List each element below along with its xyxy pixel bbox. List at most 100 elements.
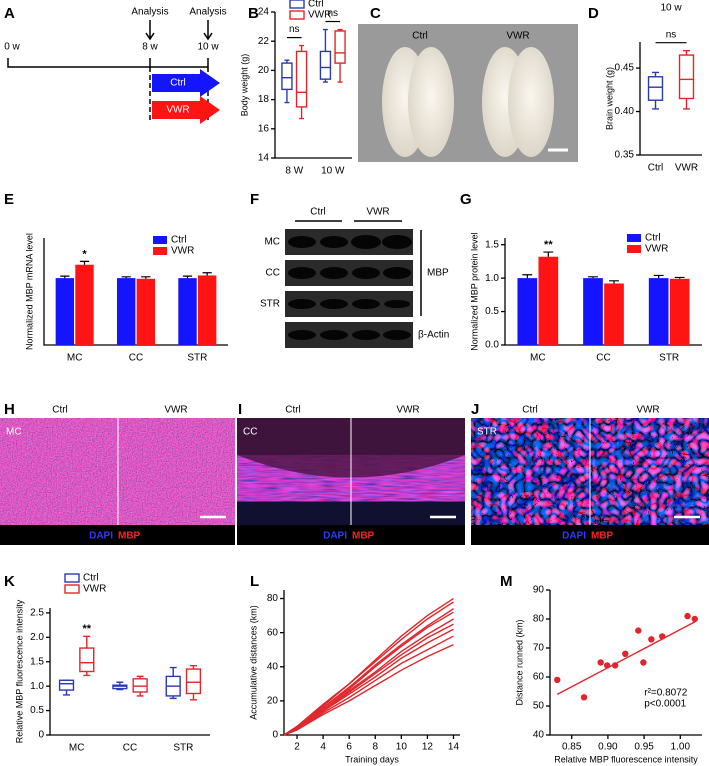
bar	[583, 278, 603, 345]
x-tick-label: 4	[320, 742, 326, 753]
panel-f: F Ctrl VWR MC CC STR β-Actin MBP	[250, 191, 449, 348]
y-tick-label: 60	[533, 672, 545, 683]
point	[554, 676, 561, 684]
error-bar	[79, 260, 90, 265]
error-bar	[202, 272, 212, 276]
band	[384, 300, 410, 308]
y-axis-label: Normalized MBP mRNA level	[24, 233, 34, 350]
y-tick-label: 2.5	[30, 608, 44, 619]
box	[647, 76, 664, 101]
error-bar	[543, 251, 554, 257]
row-label: CC	[266, 268, 280, 279]
x-tick-label: 8 W	[285, 166, 303, 177]
point	[603, 662, 611, 669]
legend-label: VWR	[171, 246, 194, 257]
whisker-high	[136, 675, 144, 679]
x-tick-label: 12	[422, 742, 434, 753]
legend-label: VWR	[645, 244, 668, 255]
time-label: 0 w	[4, 42, 20, 53]
band	[320, 236, 348, 248]
whisker-high	[322, 28, 328, 52]
group-arrow	[152, 96, 220, 124]
significance-label: **	[83, 623, 92, 635]
y-axis-label: Normalized MBP protein level	[469, 232, 479, 350]
legend-label: Ctrl	[308, 0, 324, 10]
y-tick-label: 24	[258, 7, 270, 18]
y-tick-label: 2.0	[30, 632, 44, 643]
panel-label: M	[500, 573, 513, 590]
significance-label: ns	[327, 8, 338, 19]
box	[295, 50, 308, 108]
stat-label: p<0.0001	[644, 699, 686, 710]
panel-label: H	[4, 401, 15, 418]
legend-swatch	[153, 236, 167, 244]
band	[320, 330, 348, 340]
band	[288, 236, 316, 248]
whisker-high	[683, 49, 690, 56]
y-tick-label: 0.5	[485, 306, 499, 317]
y-axis-label: Brain weight (g)	[604, 67, 614, 130]
box	[58, 679, 75, 691]
legend-swatch	[153, 247, 167, 255]
axis-line	[549, 590, 702, 736]
x-axis-label: Training days	[345, 754, 399, 764]
timeline-axis	[7, 58, 209, 68]
y-tick-label: 90	[533, 585, 545, 596]
bar	[75, 264, 94, 345]
point	[691, 615, 698, 623]
band	[383, 330, 411, 340]
legend-label: VWR	[308, 10, 331, 21]
fit-line	[556, 621, 696, 696]
band	[352, 330, 380, 340]
y-axis-label: Distance runned (km)	[514, 619, 524, 705]
x-tick-label: 2	[294, 742, 300, 753]
series-line	[283, 601, 454, 736]
legend-swatch	[64, 584, 80, 594]
x-tick-label: Ctrl	[648, 163, 664, 174]
significance-label: ns	[666, 29, 677, 40]
bar	[604, 283, 624, 345]
band	[288, 267, 316, 279]
whisker-high	[299, 44, 305, 52]
legend-swatch	[64, 573, 80, 583]
whisker-high	[284, 59, 290, 64]
box	[281, 62, 293, 91]
axis-line	[43, 238, 228, 346]
x-tick-label: 6	[346, 742, 352, 753]
group-label: Ctrl	[412, 31, 428, 42]
row-label: STR	[260, 299, 280, 310]
band	[382, 235, 412, 249]
x-tick-label: VWR	[675, 163, 698, 174]
y-tick-label: 1.5	[30, 656, 44, 667]
band	[351, 235, 381, 249]
group-label: VWR	[506, 31, 529, 42]
y-tick-label: 20	[258, 65, 270, 76]
bar	[178, 278, 197, 345]
error-bar	[653, 274, 664, 279]
stain-strip	[237, 525, 465, 545]
legend-label: Ctrl	[171, 235, 187, 246]
chart-title: 10 w	[660, 3, 682, 14]
point	[635, 627, 642, 634]
stain-label: DAPI	[562, 531, 586, 542]
time-label: 8 w	[142, 42, 158, 53]
band	[352, 267, 380, 279]
y-tick-label: 18	[258, 94, 270, 105]
x-tick-label: STR	[173, 743, 193, 754]
y-tick-label: 40	[267, 661, 279, 672]
box	[678, 54, 695, 100]
y-tick-label: 22	[258, 36, 270, 47]
row-label: MC	[264, 237, 280, 248]
panel-a: A Analysis Analysis 0 w 8 w 10 w Ctrl VW…	[4, 5, 227, 124]
group-label: Ctrl	[52, 405, 68, 416]
series-line	[283, 628, 454, 736]
panel-i: I Ctrl VWR CC DAPI MBP	[237, 401, 465, 545]
legend-swatch	[627, 245, 641, 253]
panel-c: C Ctrl VWR	[358, 5, 578, 162]
y-tick-label: 0	[272, 730, 278, 741]
whisker-high	[337, 28, 343, 31]
band	[288, 299, 316, 309]
bar	[648, 278, 669, 345]
panel-label: F	[250, 191, 259, 208]
